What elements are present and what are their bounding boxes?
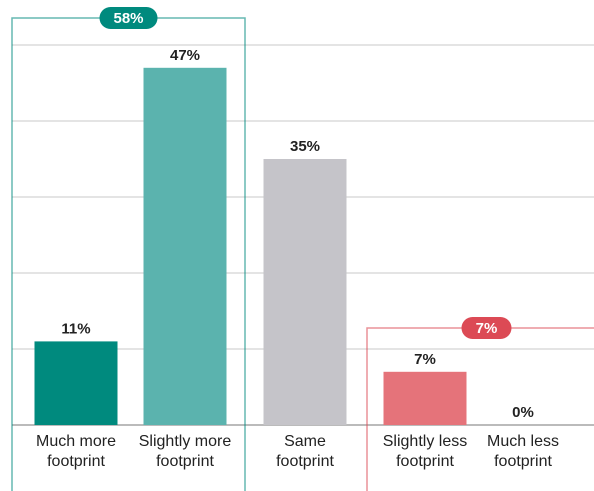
value-label: 0% (512, 404, 534, 421)
x-tick-label: Much more footprint (35, 433, 117, 470)
bar (34, 341, 118, 425)
x-tick-label: Much less footprint (486, 433, 560, 470)
value-label: 47% (170, 47, 200, 64)
group-badge (461, 317, 512, 339)
group-label: 58% (113, 10, 143, 27)
value-label: 7% (414, 351, 436, 368)
bar (143, 67, 227, 426)
group-badge (99, 7, 158, 29)
bar (383, 371, 467, 425)
value-label: 35% (290, 138, 320, 155)
group-label: 7% (476, 320, 498, 337)
x-tick-label: Slightly more footprint (138, 433, 232, 470)
value-label: 11% (61, 320, 90, 337)
x-tick-label: Slightly less footprint (382, 433, 468, 470)
x-tick-label: Same footprint (276, 433, 334, 470)
bar (263, 159, 347, 425)
